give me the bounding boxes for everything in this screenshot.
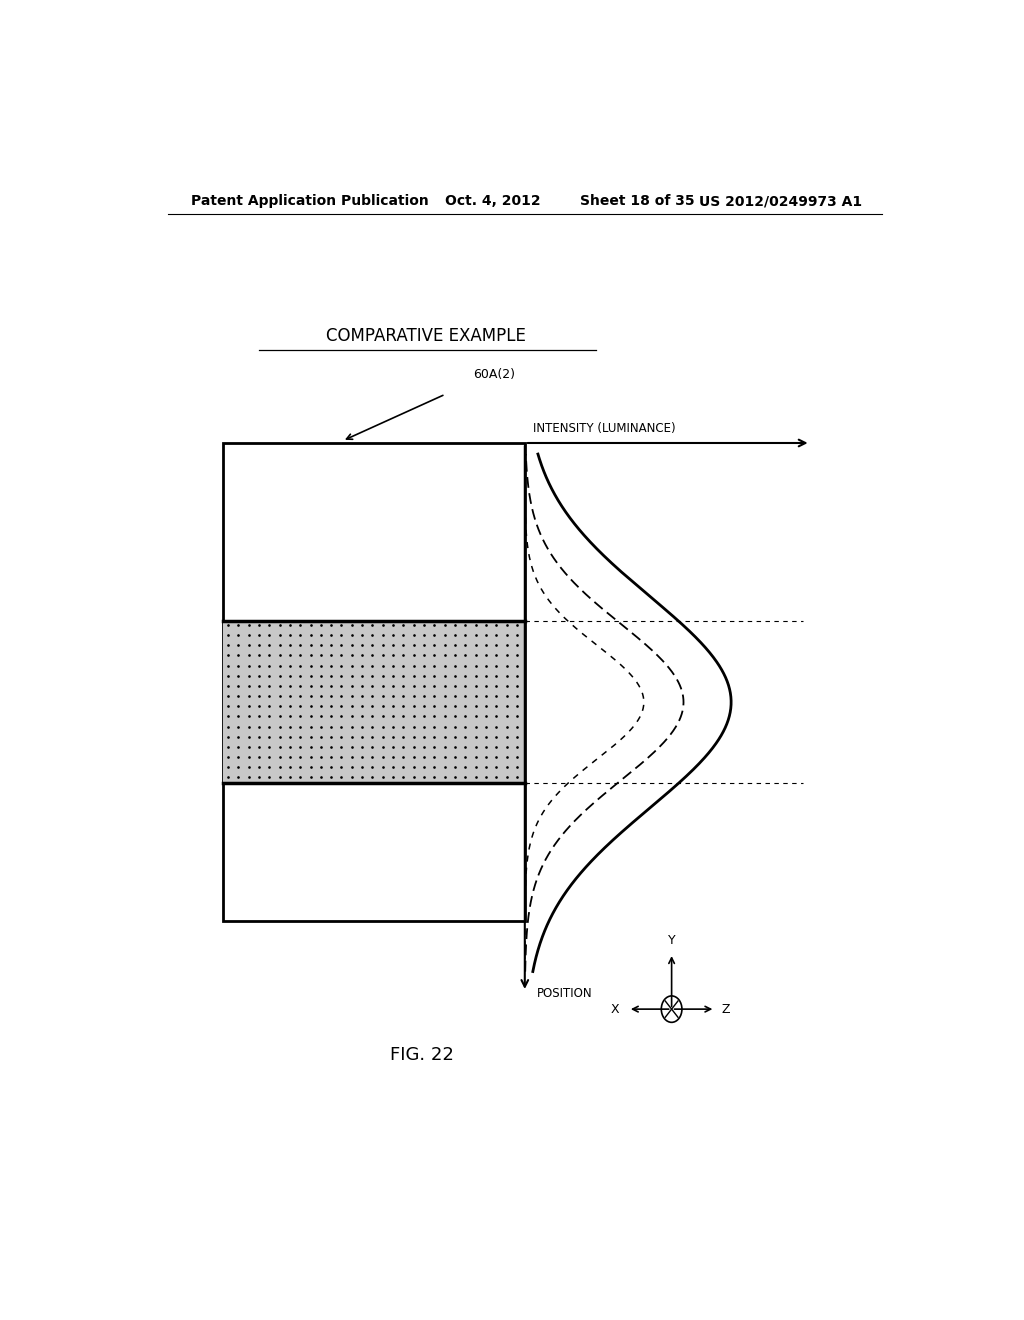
Text: Y: Y	[668, 933, 676, 946]
Text: FIG. 22: FIG. 22	[390, 1045, 454, 1064]
Text: US 2012/0249973 A1: US 2012/0249973 A1	[699, 194, 862, 209]
Text: POSITION: POSITION	[537, 987, 592, 999]
Text: INTENSITY (LUMINANCE): INTENSITY (LUMINANCE)	[532, 422, 676, 434]
Text: Patent Application Publication: Patent Application Publication	[191, 194, 429, 209]
Text: Sheet 18 of 35: Sheet 18 of 35	[581, 194, 695, 209]
Text: Oct. 4, 2012: Oct. 4, 2012	[445, 194, 541, 209]
Bar	[223, 620, 525, 784]
Bar	[223, 444, 525, 921]
Text: COMPARATIVE EXAMPLE: COMPARATIVE EXAMPLE	[326, 327, 525, 346]
Text: Z: Z	[721, 1003, 730, 1015]
Text: 60A(2): 60A(2)	[473, 368, 515, 381]
Text: X: X	[610, 1003, 618, 1015]
